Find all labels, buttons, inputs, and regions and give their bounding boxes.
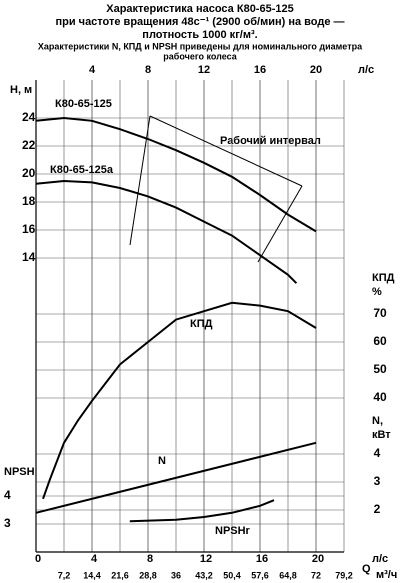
x2-tick-label: 57,6 — [251, 570, 269, 580]
y-tick-label: 2 — [374, 502, 381, 516]
npsh-axis-label: NPSH — [4, 466, 35, 478]
x2-tick-label: 64,8 — [279, 570, 297, 580]
series-label: К80-65-125а — [50, 164, 114, 176]
x2-unit: м³/ч — [376, 569, 397, 581]
y-tick-label: 70 — [373, 306, 387, 320]
series-line — [35, 116, 317, 233]
x-tick-label-top: 16 — [254, 64, 266, 76]
title-line: при частоте вращения 48с⁻¹ (2900 об/мин)… — [56, 16, 345, 28]
x2-tick-label: 14,4 — [83, 570, 101, 580]
subtitle-line: Характеристики N, КПД и NPSH приведены д… — [38, 41, 363, 51]
x2-tick-label: 50,4 — [223, 570, 241, 580]
y-tick-label: 22 — [22, 138, 36, 152]
x2-tick-label: 72 — [311, 570, 321, 580]
x-tick-label-top: 4 — [89, 64, 96, 76]
series-line — [35, 441, 317, 514]
annotation: Рабочий интервал — [220, 135, 321, 147]
subtitle-line: рабочего колеса — [163, 51, 237, 61]
kpd-axis-unit: % — [372, 286, 382, 298]
x-tick-label: 20 — [312, 553, 324, 565]
y-tick-label: 60 — [373, 334, 387, 348]
x-tick-label: 12 — [200, 553, 212, 565]
y-tick-label: 16 — [22, 222, 36, 236]
x-tick-label: 0 — [35, 553, 41, 565]
x2-tick-label: 36 — [171, 570, 181, 580]
y-tick-label: 20 — [22, 166, 36, 180]
x-axis-label: Q — [362, 563, 371, 575]
x-unit-top: л/с — [358, 64, 374, 76]
x2-tick-label: 43,2 — [195, 570, 213, 580]
title-line: плотность 1000 кг/м³. — [142, 29, 257, 41]
y-tick-label: 3 — [374, 474, 381, 488]
title-line: Характеристика насоса К80-65-125 — [106, 3, 293, 15]
n-axis-label: N, — [372, 415, 383, 427]
x-tick-label: 16 — [256, 553, 268, 565]
x2-tick-label: 21,6 — [111, 570, 129, 580]
x2-tick-label: 7,2 — [58, 570, 71, 580]
x-tick-label-top: 8 — [145, 64, 151, 76]
y-tick-label: 40 — [373, 390, 387, 404]
y-tick-label: 4 — [374, 446, 381, 460]
x2-tick-label: 79,2 — [335, 570, 353, 580]
x-tick-label: 8 — [147, 553, 153, 565]
y-tick-label: 24 — [22, 110, 36, 124]
x2-tick-label: 28,8 — [139, 570, 157, 580]
y-tick-label: 3 — [4, 516, 11, 530]
series-label: N — [158, 455, 166, 467]
working-interval — [129, 115, 303, 263]
series-label: NPSHr — [215, 525, 251, 537]
x-unit-bottom: л/с — [372, 553, 388, 565]
x-tick-label-top: 12 — [198, 64, 210, 76]
y-tick-label: 18 — [22, 194, 36, 208]
series-line — [35, 179, 298, 284]
x-tick-label-top: 20 — [310, 64, 322, 76]
y-tick-label: 50 — [373, 362, 387, 376]
n-axis-unit: кВт — [372, 429, 391, 441]
x-tick-label: 4 — [91, 553, 98, 565]
series-line — [42, 301, 317, 500]
y-axis-label: H, м — [10, 84, 32, 96]
series-line — [129, 499, 275, 523]
series-label: К80-65-125 — [55, 98, 112, 110]
kpd-axis-label: КПД — [372, 272, 395, 284]
y-tick-label: 14 — [22, 250, 36, 264]
series-label: КПД — [190, 318, 213, 330]
y-tick-label: 4 — [4, 488, 11, 502]
